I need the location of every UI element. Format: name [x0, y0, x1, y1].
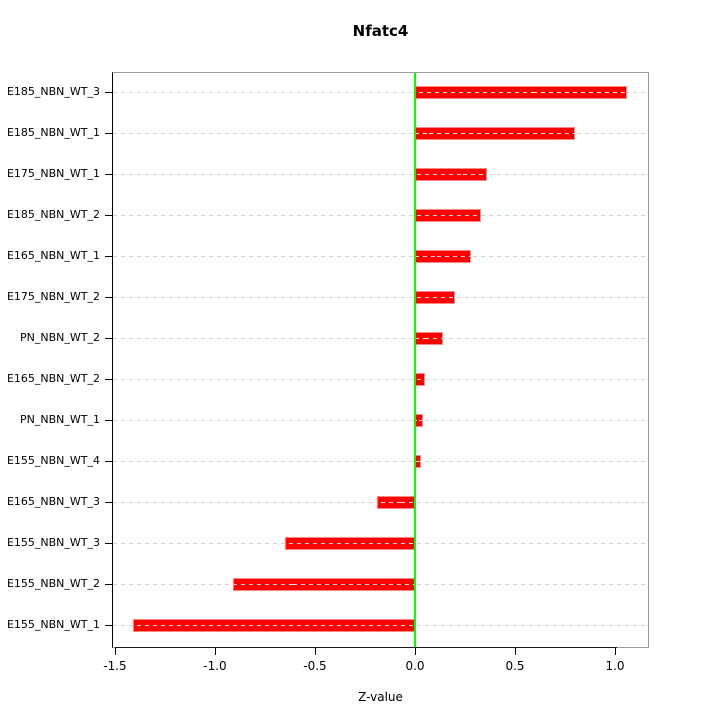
bar — [415, 209, 481, 222]
y-axis-label: E165_NBN_WT_3 — [6, 495, 100, 508]
y-axis-label: E165_NBN_WT_2 — [6, 372, 100, 385]
x-tick-label: 1.0 — [605, 659, 625, 673]
y-tick — [105, 584, 112, 585]
bar — [415, 127, 575, 140]
y-tick — [105, 543, 112, 544]
y-axis-label: E175_NBN_WT_1 — [6, 167, 100, 180]
row-gridline — [113, 297, 648, 298]
row-gridline — [113, 379, 648, 380]
bar — [415, 291, 455, 304]
x-tick-label: 0.5 — [505, 659, 525, 673]
y-tick — [105, 215, 112, 216]
zero-baseline — [414, 73, 416, 647]
bar — [377, 496, 415, 509]
bar — [233, 578, 415, 591]
y-tick — [105, 174, 112, 175]
y-tick — [105, 379, 112, 380]
row-gridline — [113, 338, 648, 339]
x-tick — [415, 648, 416, 655]
y-axis-label: E155_NBN_WT_1 — [6, 618, 100, 631]
bar — [285, 537, 415, 550]
bar — [133, 619, 415, 632]
y-tick — [105, 461, 112, 462]
bar — [415, 250, 471, 263]
bar — [415, 414, 423, 427]
bar-inner-dash — [234, 584, 414, 585]
y-tick — [105, 502, 112, 503]
bar-inner-dash — [416, 215, 480, 216]
bar-inner-dash — [416, 461, 420, 462]
bar-inner-dash — [378, 502, 414, 503]
bar — [415, 86, 627, 99]
bar — [415, 373, 425, 386]
y-tick — [105, 625, 112, 626]
x-tick — [515, 648, 516, 655]
y-axis-label: PN_NBN_WT_1 — [20, 413, 100, 426]
x-tick — [615, 648, 616, 655]
row-gridline — [113, 215, 648, 216]
x-tick-label: -1.5 — [103, 659, 127, 673]
y-axis-label: E185_NBN_WT_2 — [6, 208, 100, 221]
x-tick-label: 0.0 — [405, 659, 425, 673]
bar-inner-dash — [416, 92, 626, 93]
y-tick — [105, 420, 112, 421]
x-tick — [215, 648, 216, 655]
x-tick-label: -0.5 — [303, 659, 327, 673]
y-tick — [105, 338, 112, 339]
y-axis-label: E185_NBN_WT_3 — [6, 85, 100, 98]
bar-inner-dash — [286, 543, 414, 544]
bar — [415, 332, 443, 345]
y-axis-label: E155_NBN_WT_4 — [6, 454, 100, 467]
row-gridline — [113, 133, 648, 134]
x-axis-title: Z-value — [358, 690, 403, 704]
y-tick — [105, 297, 112, 298]
bar-inner-dash — [416, 379, 424, 380]
bar-inner-dash — [416, 297, 454, 298]
bar-inner-dash — [416, 133, 574, 134]
x-tick-label: -1.0 — [203, 659, 227, 673]
row-gridline — [113, 420, 648, 421]
x-tick — [115, 648, 116, 655]
bar-inner-dash — [134, 625, 414, 626]
row-gridline — [113, 461, 648, 462]
y-tick — [105, 92, 112, 93]
row-gridline — [113, 256, 648, 257]
plot-area: E185_NBN_WT_3 E185_NBN_WT_1 E175_NBN_WT_1 E… — [7, 72, 649, 673]
y-axis-label: E185_NBN_WT_1 — [6, 126, 100, 139]
bar-inner-dash — [416, 338, 442, 339]
y-axis-label: PN_NBN_WT_2 — [20, 331, 100, 344]
chart-title: Nfatc4 — [352, 22, 409, 40]
x-tick — [315, 648, 316, 655]
y-axis-label: E175_NBN_WT_2 — [6, 290, 100, 303]
bar-inner-dash — [416, 420, 422, 421]
y-axis-label: E165_NBN_WT_1 — [6, 249, 100, 262]
y-axis-label: E155_NBN_WT_3 — [6, 536, 100, 549]
x-axis-line — [115, 647, 617, 648]
bar-inner-dash — [416, 256, 470, 257]
y-tick — [105, 133, 112, 134]
row-gridline — [113, 92, 648, 93]
row-gridline — [113, 174, 648, 175]
y-axis-label: E155_NBN_WT_2 — [6, 577, 100, 590]
bar-inner-dash — [416, 174, 486, 175]
y-tick — [105, 256, 112, 257]
bar — [415, 168, 487, 181]
